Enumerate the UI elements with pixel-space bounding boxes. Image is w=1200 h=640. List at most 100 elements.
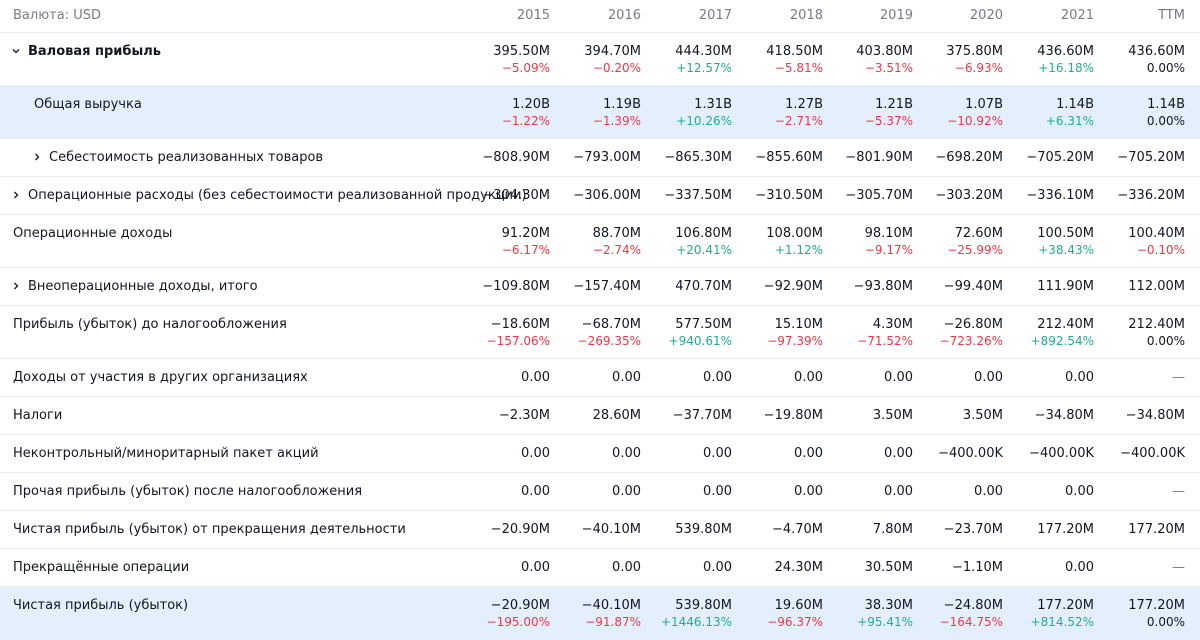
- table-cell: 1.27B −2.71%: [732, 86, 823, 128]
- percent-change: −9.17%: [864, 243, 913, 257]
- cell-value: 0.00: [703, 484, 732, 499]
- cell-value: 418.50M: [766, 44, 823, 59]
- table-cell: 24.30M: [732, 549, 823, 575]
- row-other-after-tax[interactable]: Прочая прибыль (убыток) после налогообло…: [0, 473, 1200, 511]
- table-cell: 0.00: [822, 473, 913, 499]
- percent-change: −96.37%: [767, 615, 823, 629]
- cell-value: 436.60M: [1128, 44, 1185, 59]
- table-cell: 470.70M: [641, 268, 732, 294]
- row-label: Операционные доходы: [13, 226, 173, 241]
- table-cell: 106.80M +20.41%: [641, 215, 732, 257]
- row-operating-income[interactable]: Операционные доходы 91.20M −6.17% 88.70M −…: [0, 215, 1200, 268]
- row-label: Валовая прибыль: [28, 44, 161, 59]
- cell-value: 2020: [969, 8, 1003, 23]
- cell-value: 2018: [789, 8, 823, 23]
- row-net-income[interactable]: Чистая прибыль (убыток) −20.90M −195.00% …: [0, 587, 1200, 640]
- row-minority-interest[interactable]: Неконтрольный/миноритарный пакет акций 0…: [0, 435, 1200, 473]
- cell-value: −92.90M: [763, 279, 823, 294]
- cell-value: 0.00: [794, 370, 823, 385]
- row-pretax-income[interactable]: Прибыль (убыток) до налогообложения −18.…: [0, 306, 1200, 359]
- table-cell: −93.80M: [822, 268, 913, 294]
- percent-change: −1.39%: [592, 114, 641, 128]
- cell-value: 0.00: [612, 370, 641, 385]
- cell-value: 1.20B: [512, 97, 550, 112]
- cell-value: —: [1172, 560, 1185, 575]
- table-cell: −92.90M: [732, 268, 823, 294]
- cell-value: 0.00: [884, 446, 913, 461]
- table-cell: 0.00: [1003, 359, 1094, 385]
- table-cell: −18.60M −157.06%: [459, 306, 550, 348]
- cell-value: 100.40M: [1128, 226, 1185, 241]
- percent-change: 0.00%: [1146, 334, 1185, 348]
- chevron-right-icon[interactable]: [10, 280, 22, 292]
- chevron-down-icon[interactable]: [10, 45, 22, 57]
- percent-change: 0.00%: [1146, 615, 1185, 629]
- row-non-operating-income[interactable]: Внеоперационные доходы, итого −109.80M −…: [0, 268, 1200, 306]
- table-cell: −34.80M: [1094, 397, 1185, 423]
- chevron-right-icon[interactable]: [31, 151, 43, 163]
- cell-value: −304.30M: [482, 188, 550, 203]
- cell-value: 436.60M: [1037, 44, 1094, 59]
- column-header-2021: 2021: [1003, 0, 1094, 23]
- row-operating-expenses[interactable]: Операционные расходы (без себестоимости …: [0, 177, 1200, 215]
- row-label: Себестоимость реализованных товаров: [49, 150, 324, 165]
- cell-value: 177.20M: [1128, 522, 1185, 537]
- row-equity-in-earnings[interactable]: Доходы от участия в других организациях …: [0, 359, 1200, 397]
- cell-value: 0.00: [612, 484, 641, 499]
- cell-value: −400.00K: [938, 446, 1003, 461]
- table-cell: 0.00: [459, 359, 550, 385]
- cell-value: −68.70M: [581, 317, 641, 332]
- table-cell: 403.80M −3.51%: [822, 33, 913, 75]
- table-cell: 177.20M: [1094, 511, 1185, 537]
- table-cell: 539.80M: [641, 511, 732, 537]
- table-cell: 15.10M −97.39%: [732, 306, 823, 348]
- table-cell: 436.60M 0.00%: [1094, 33, 1185, 75]
- row-label: Прибыль (убыток) до налогообложения: [13, 317, 287, 332]
- table-cell: 539.80M +1446.13%: [641, 587, 732, 629]
- table-cell: 112.00M: [1094, 268, 1185, 294]
- cell-value: −1.10M: [951, 560, 1003, 575]
- table-cell: −855.60M: [732, 139, 823, 165]
- row-taxes[interactable]: Налоги −2.30M 28.60M −37.70M −19.80M 3.5…: [0, 397, 1200, 435]
- cell-value: 539.80M: [675, 598, 732, 613]
- column-header-2019: 2019: [822, 0, 913, 23]
- cell-value: −336.10M: [1026, 188, 1094, 203]
- cell-value: −865.30M: [664, 150, 732, 165]
- table-header: Валюта: USD 2015 2016 2017 2018 2019 202…: [0, 0, 1200, 33]
- cell-value: 539.80M: [675, 522, 732, 537]
- row-label: Налоги: [13, 408, 63, 423]
- column-header-2018: 2018: [732, 0, 823, 23]
- cell-value: 19.60M: [774, 598, 823, 613]
- cell-value: −698.20M: [935, 150, 1003, 165]
- cell-value: 100.50M: [1037, 226, 1094, 241]
- table-cell: 19.60M −96.37%: [732, 587, 823, 629]
- percent-change: −0.10%: [1136, 243, 1185, 257]
- table-cell: 577.50M +940.61%: [641, 306, 732, 348]
- cell-value: 15.10M: [774, 317, 823, 332]
- row-net-income-continuing[interactable]: Чистая прибыль (убыток) от прекращения д…: [0, 511, 1200, 549]
- cell-value: 0.00: [703, 560, 732, 575]
- row-gross-profit[interactable]: Валовая прибыль 395.50M −5.09% 394.70M −0.…: [0, 33, 1200, 86]
- cell-value: 112.00M: [1128, 279, 1185, 294]
- row-discontinued-operations[interactable]: Прекращённые операции 0.00 0.00 0.00 24.…: [0, 549, 1200, 587]
- table-cell: −40.10M: [550, 511, 641, 537]
- row-total-revenue[interactable]: Общая выручка 1.20B −1.22% 1.19B −1.39% 1.…: [0, 86, 1200, 139]
- table-cell: 177.20M +814.52%: [1003, 587, 1094, 629]
- cell-value: −18.60M: [490, 317, 550, 332]
- percent-change: −71.52%: [857, 334, 913, 348]
- table-cell: 88.70M −2.74%: [550, 215, 641, 257]
- cell-value: 577.50M: [675, 317, 732, 332]
- chevron-right-icon[interactable]: [10, 189, 22, 201]
- table-cell: 0.00: [1003, 549, 1094, 575]
- cell-value: 0.00: [884, 484, 913, 499]
- row-label: Внеоперационные доходы, итого: [28, 279, 258, 294]
- cell-value: 0.00: [612, 560, 641, 575]
- percent-change: −25.99%: [947, 243, 1003, 257]
- row-label: Чистая прибыль (убыток): [13, 598, 189, 613]
- table-cell: 0.00: [732, 435, 823, 461]
- percent-change: 0.00%: [1146, 61, 1185, 75]
- row-cost-of-goods-sold[interactable]: Себестоимость реализованных товаров −808…: [0, 139, 1200, 177]
- row-label: Доходы от участия в других организациях: [13, 370, 308, 385]
- cell-value: −808.90M: [482, 150, 550, 165]
